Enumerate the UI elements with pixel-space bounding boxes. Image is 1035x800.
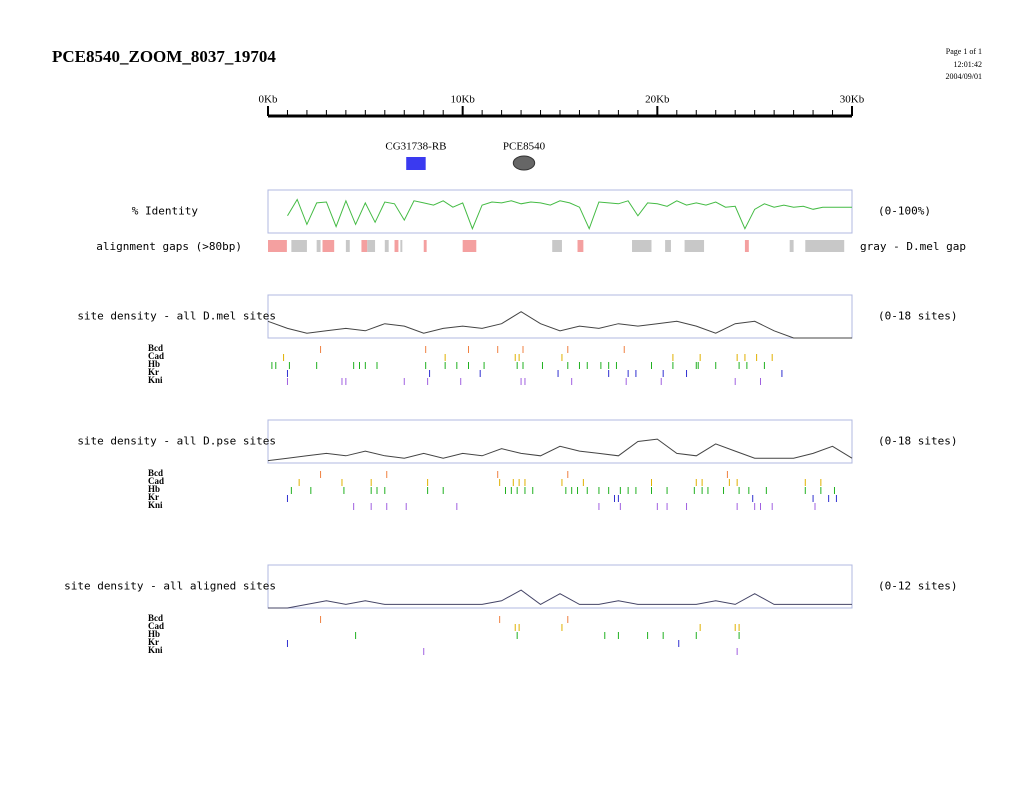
gap [423,240,427,252]
ruler-label: 20Kb [645,94,670,106]
site-name: Bcd [148,613,163,623]
gap [462,240,477,252]
gap [394,240,399,252]
gaps-label: alignment gaps (>80bp) [96,240,242,253]
site-name: Kr [148,367,159,377]
ruler-label: 10Kb [450,94,475,106]
gap [744,240,749,252]
site-name: Cad [148,621,164,631]
site-name: Cad [148,476,164,486]
gap [322,240,335,252]
site-name: Bcd [148,468,163,478]
gap [805,240,845,252]
gap [400,240,403,252]
site-name: Hb [148,359,160,369]
site-name: Kni [148,500,163,510]
gap [577,240,584,252]
marker [512,155,536,171]
site-name: Hb [148,629,160,639]
gap [684,240,705,252]
track-label: site density - all D.pse sites [77,435,276,448]
track-label: % Identity [132,205,199,218]
gap [268,240,287,252]
gap [291,240,307,252]
gap [316,240,321,252]
track-line [267,311,852,339]
track-box [267,294,853,339]
gene [406,157,426,170]
track-label: site density - all D.mel sites [77,310,276,323]
track-range: (0-100%) [878,205,931,218]
track-line [287,198,852,231]
track-label: site density - all aligned sites [64,580,276,593]
page-number: Page 1 of 1 [946,47,982,56]
ruler-label: 30Kb [840,94,865,106]
gap [345,240,350,252]
track-box [267,419,853,464]
site-name: Kr [148,637,159,647]
track-range: (0-18 sites) [878,310,957,323]
gap [367,240,376,252]
site-name: Hb [148,484,160,494]
site-name: Kni [148,645,163,655]
gap [632,240,652,252]
feature-label: PCE8540 [503,141,546,153]
gap [665,240,671,252]
site-name: Cad [148,351,164,361]
gap [789,240,794,252]
gap [552,240,562,252]
gaps-legend: gray - D.mel gap [860,240,966,253]
gap [384,240,389,252]
track-range: (0-18 sites) [878,435,957,448]
track-box [267,189,853,234]
site-name: Bcd [148,343,163,353]
feature-label: CG31738-RB [385,141,446,153]
track-box [267,564,853,609]
gap [361,240,368,252]
site-name: Kr [148,492,159,502]
date: 2004/09/01 [946,72,982,81]
ruler-label: 0Kb [259,94,278,106]
time: 12:01:42 [954,60,982,69]
track-range: (0-12 sites) [878,580,957,593]
track-line [267,438,853,462]
site-name: Kni [148,375,163,385]
title: PCE8540_ZOOM_8037_19704 [52,47,276,66]
track-line [268,589,852,609]
